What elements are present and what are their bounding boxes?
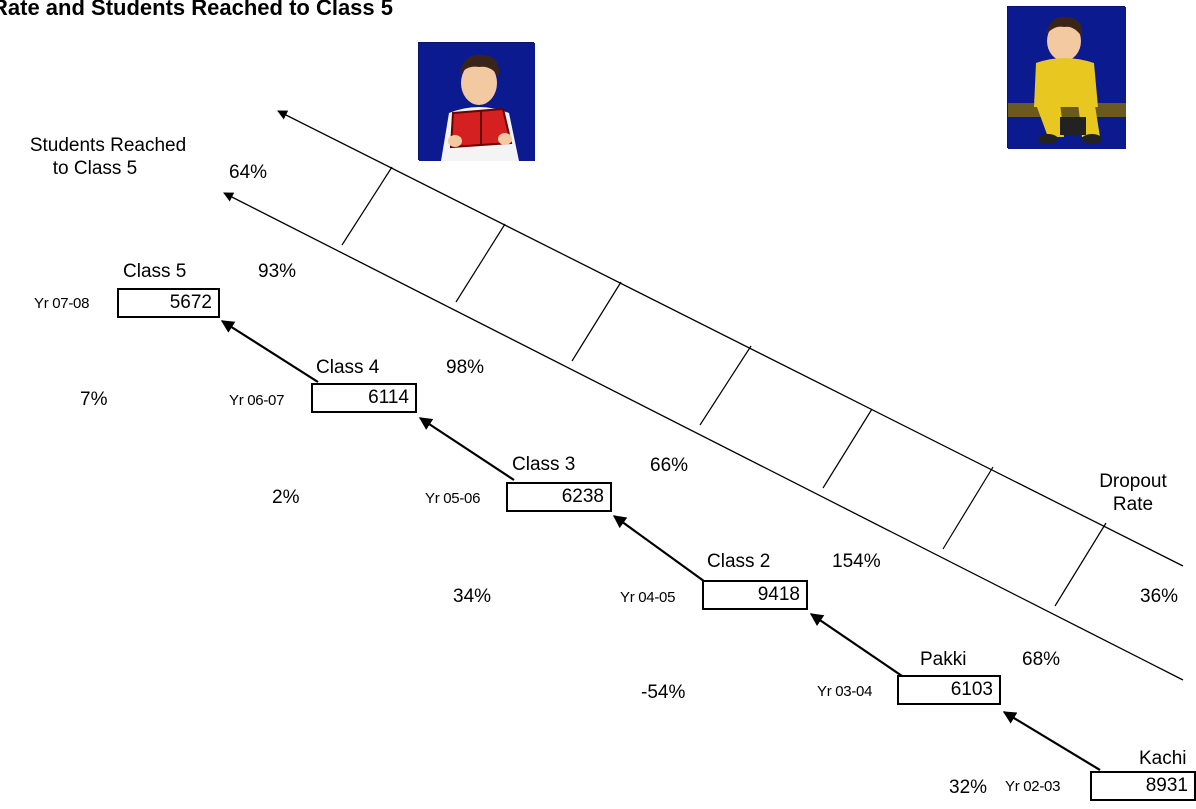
step-right-pct-pakki: 68%: [1022, 649, 1061, 670]
step-name-kachi: Kachi: [1139, 748, 1187, 769]
step-value-class-2: 9418: [702, 580, 808, 610]
ladder-rungs: [341, 166, 1107, 607]
step-left-pct-pakki: -54%: [641, 682, 686, 703]
step-left-pct-class-3: 2%: [272, 487, 300, 508]
step-value-class-3: 6238: [506, 482, 612, 512]
step-year-pakki: Yr 03-04: [817, 683, 873, 700]
boy-reading-book-image: [418, 42, 535, 161]
step-value-pakki: 6103: [897, 675, 1001, 705]
step-arrows: [220, 320, 1101, 771]
step-right-pct-class-3: 66%: [650, 455, 689, 476]
step-name-class-3: Class 3: [512, 454, 576, 475]
upper-rail-arrow: [277, 110, 1184, 567]
bottom-dropout-rate-label: 36%: [1140, 586, 1179, 607]
lower-rail-arrow: [223, 192, 1184, 681]
step-year-class-3: Yr 05-06: [425, 490, 481, 507]
step-left-pct-kachi: 32%: [949, 777, 988, 798]
step-name-class-5: Class 5: [123, 261, 187, 282]
boy-reading-book-icon: [419, 43, 535, 161]
step-right-pct-class-5: 93%: [258, 261, 297, 282]
step-value-kachi: 8931: [1090, 771, 1196, 801]
top-rate-label: 64%: [229, 162, 268, 183]
step-year-class-2: Yr 04-05: [620, 589, 676, 606]
step-year-kachi: Yr 02-03: [1005, 778, 1061, 795]
step-right-pct-class-4: 98%: [446, 357, 485, 378]
students-reached-label: Students Reached to Class 5: [29, 135, 187, 179]
step-value-class-5: 5672: [117, 288, 220, 318]
dropout-rate-label: Dropout Rate: [1099, 471, 1167, 515]
step-left-pct-class-4: 7%: [80, 389, 108, 410]
step-value-class-4: 6114: [311, 383, 417, 413]
step-name-class-2: Class 2: [707, 551, 771, 572]
step-year-class-5: Yr 07-08: [34, 295, 90, 312]
step-right-pct-class-2: 154%: [832, 551, 881, 572]
page-title: Rate and Students Reached to Class 5: [0, 0, 393, 20]
step-name-class-4: Class 4: [316, 357, 380, 378]
step-left-pct-class-2: 34%: [453, 586, 492, 607]
boy-sitting-sad-image: [1007, 6, 1126, 149]
step-name-pakki: Pakki: [920, 649, 967, 670]
boy-sitting-sad-icon: [1008, 7, 1126, 149]
step-year-class-4: Yr 06-07: [229, 392, 285, 409]
